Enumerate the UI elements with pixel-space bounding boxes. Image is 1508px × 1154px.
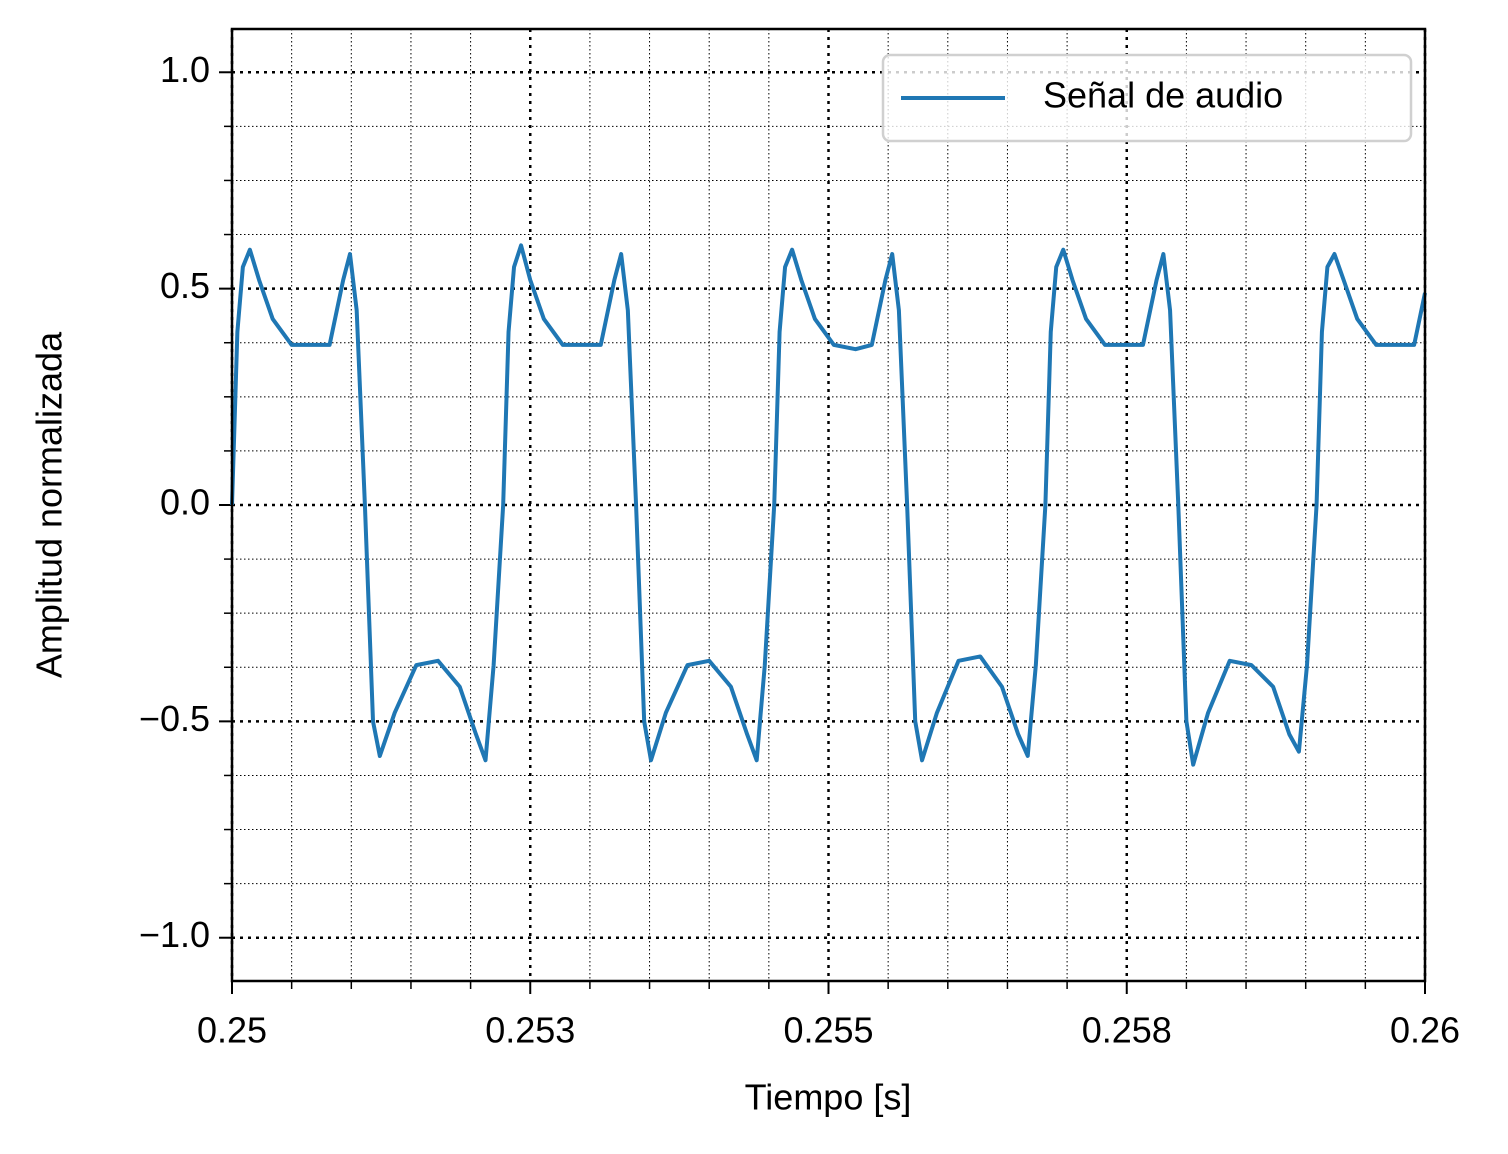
y-tick-label: −1.0: [139, 914, 210, 955]
line-series: [230, 243, 1427, 767]
legend-label: Señal de audio: [1043, 75, 1283, 116]
legend-box: [881, 53, 1413, 143]
x-tick-label: 0.26: [1390, 1010, 1460, 1051]
x-axis-label: Tiempo [s]: [745, 1077, 912, 1118]
plot-frame: [230, 27, 1427, 983]
y-tick-label: −0.5: [139, 698, 210, 739]
x-tick-label: 0.255: [783, 1010, 873, 1051]
y-tick-label: 1.0: [160, 49, 210, 90]
y-axis-label: Amplitud normalizada: [29, 331, 70, 678]
y-tick-label: 0.5: [160, 265, 210, 306]
x-tick-label: 0.258: [1082, 1010, 1172, 1051]
x-tick-label: 0.25: [197, 1010, 267, 1051]
y-tick-label: 0.0: [160, 482, 210, 523]
x-tick-label: 0.253: [485, 1010, 575, 1051]
